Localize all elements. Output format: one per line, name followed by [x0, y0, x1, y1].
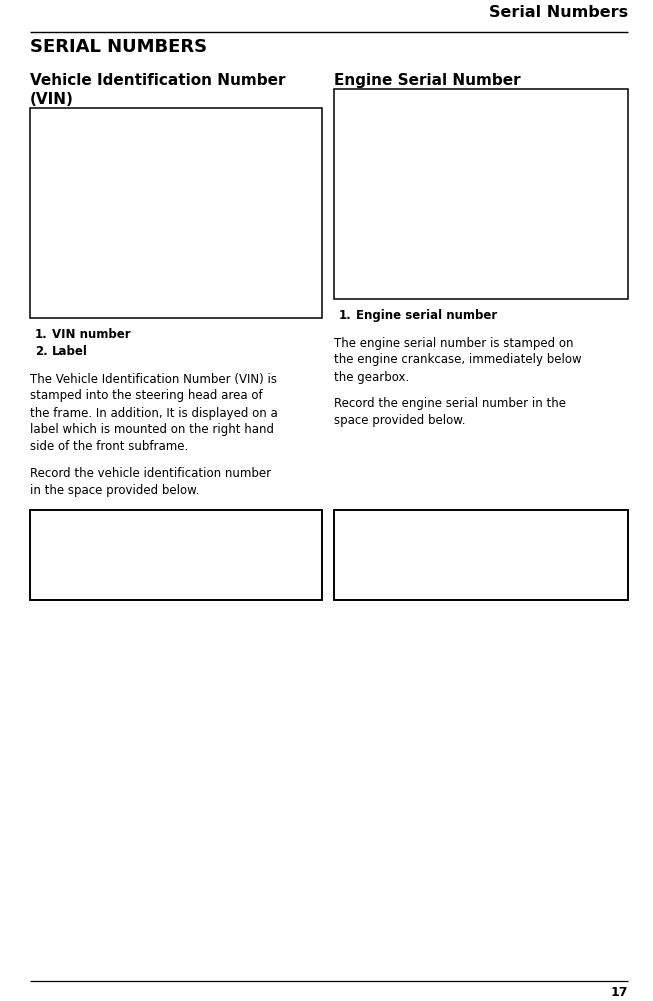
Bar [334, 89, 628, 299]
Text: Record the vehicle identification number
in the space provided below.: Record the vehicle identification number… [30, 467, 271, 497]
Text: 17: 17 [611, 986, 628, 999]
Text: Record the engine serial number in the
space provided below.: Record the engine serial number in the s… [334, 396, 565, 426]
Text: SERIAL NUMBERS: SERIAL NUMBERS [30, 38, 207, 56]
Text: 2.: 2. [35, 345, 48, 358]
Bar [334, 510, 628, 600]
Text: (VIN): (VIN) [30, 91, 74, 106]
Text: The Vehicle Identification Number (VIN) is
stamped into the steering head area o: The Vehicle Identification Number (VIN) … [30, 372, 278, 453]
Text: 1.: 1. [35, 327, 48, 340]
Bar [30, 510, 322, 600]
Text: VIN number: VIN number [52, 327, 131, 340]
Text: Serial Numbers: Serial Numbers [489, 5, 628, 20]
Bar [30, 107, 322, 317]
Text: Engine serial number: Engine serial number [356, 309, 497, 322]
Text: Label: Label [52, 345, 88, 358]
Text: The engine serial number is stamped on
the engine crankcase, immediately below
t: The engine serial number is stamped on t… [334, 336, 581, 383]
Text: Engine Serial Number: Engine Serial Number [334, 73, 520, 88]
Text: 1.: 1. [339, 309, 351, 322]
Text: Vehicle Identification Number: Vehicle Identification Number [30, 73, 285, 88]
